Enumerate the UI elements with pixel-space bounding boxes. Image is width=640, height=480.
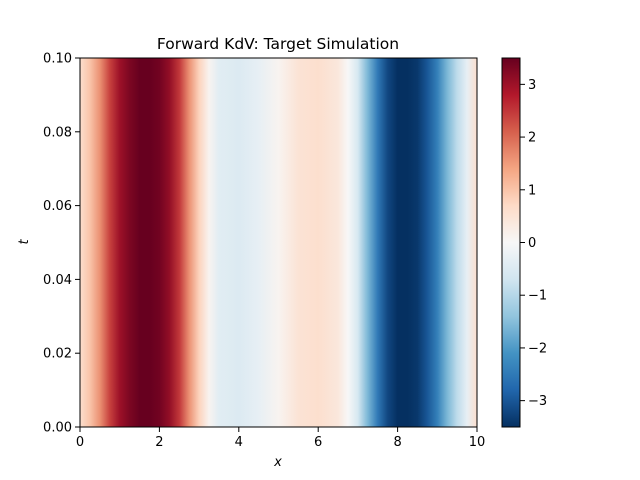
y-tick-label: 0.06 [43,199,72,214]
plot-area: 0 2 4 6 8 10 0.00 0.02 0.04 0.06 0.08 0.10 [43,52,485,451]
y-tick-label: 0.08 [43,125,72,140]
heatmap-field [80,58,477,427]
y-tick-label: 0.00 [43,421,72,436]
colorbar-tick-label: −2 [528,341,547,356]
x-axis-label: x [273,455,282,470]
colorbar-tick-label: 0 [528,236,536,251]
colorbar-tick-label: −1 [528,289,547,304]
colorbar-tick-label: 2 [528,131,536,146]
colorbar-tick-label: 3 [528,78,536,93]
colorbar: −3 −2 −1 0 1 2 3 [501,57,547,428]
x-tick-label: 8 [393,435,401,450]
colorbar-tick-label: −3 [528,394,547,409]
colorbar-tick-label: 1 [528,183,536,198]
x-tick-label: 4 [235,435,243,450]
plot-frame [79,57,478,428]
colorbar-ticks: −3 −2 −1 0 1 2 3 [520,78,547,409]
y-tick-label: 0.04 [43,273,72,288]
chart-title: Forward KdV: Target Simulation [157,35,399,53]
x-tick-label: 6 [314,435,322,450]
x-axis-ticks: 0 2 4 6 8 10 [76,427,485,450]
y-tick-label: 0.10 [43,52,72,67]
x-tick-label: 2 [155,435,163,450]
y-tick-label: 0.02 [43,347,72,362]
colorbar-gradient [502,58,520,427]
x-tick-label: 10 [469,435,486,450]
y-axis-ticks: 0.00 0.02 0.04 0.06 0.08 0.10 [43,52,80,436]
y-axis-label: t [17,239,32,245]
x-tick-label: 0 [76,435,84,450]
